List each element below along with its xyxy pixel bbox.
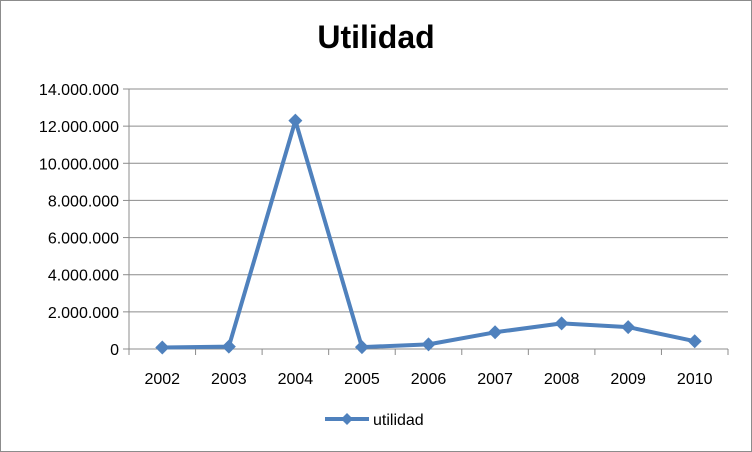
chart-title: Utilidad [317, 19, 435, 55]
x-tick-label: 2006 [411, 371, 447, 388]
data-point [687, 334, 702, 349]
x-tick-label: 2003 [211, 371, 247, 388]
legend-label: utilidad [373, 412, 424, 429]
data-point [488, 325, 503, 340]
x-tick-label: 2009 [610, 371, 646, 388]
x-tick-label: 2002 [144, 371, 180, 388]
y-tick-label: 2.000.000 [48, 305, 119, 322]
x-tick-label: 2004 [278, 371, 314, 388]
y-tick-label: 4.000.000 [48, 268, 119, 285]
x-tick-label: 2005 [344, 371, 380, 388]
data-point [421, 337, 436, 352]
series-line [162, 118, 696, 350]
x-tick-label: 2008 [544, 371, 580, 388]
data-point [554, 316, 569, 331]
data-point [621, 320, 636, 335]
x-tick-label: 2007 [477, 371, 513, 388]
y-tick-label: 6.000.000 [48, 231, 119, 248]
y-tick-label: 12.000.000 [39, 119, 119, 136]
y-tick-label: 8.000.000 [48, 193, 119, 210]
y-tick-label: 0 [110, 342, 119, 359]
data-point [288, 113, 303, 128]
y-tick-label: 10.000.000 [39, 156, 119, 173]
y-tick-label: 14.000.000 [39, 82, 119, 99]
x-tick-label: 2010 [677, 371, 713, 388]
data-point [354, 340, 369, 355]
data-point [155, 340, 170, 355]
legend-marker [341, 413, 353, 425]
data-point [221, 339, 236, 354]
